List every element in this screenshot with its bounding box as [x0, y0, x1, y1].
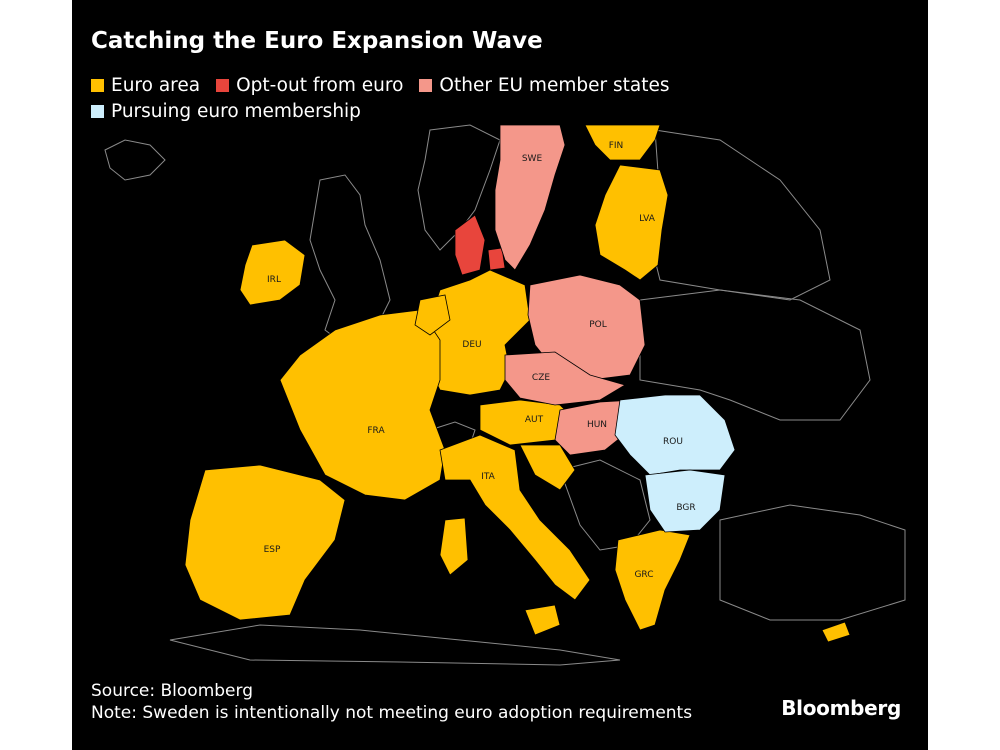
legend-label-opt-out: Opt-out from euro [236, 74, 404, 96]
source-text: Source: Bloomberg [91, 681, 253, 701]
country-ITA-sicily [524, 604, 561, 636]
legend-label-other-eu: Other EU member states [439, 74, 670, 96]
outline-north-africa [169, 624, 621, 666]
chart-panel: Catching the Euro Expansion Wave Euro ar… [72, 0, 928, 750]
legend-swatch-other-eu [419, 78, 433, 92]
label-POL: POL [589, 320, 607, 330]
chart-title: Catching the Euro Expansion Wave [91, 28, 543, 54]
label-HUN: HUN [587, 420, 607, 430]
outline-balkans [559, 459, 651, 551]
country-BGR [644, 469, 726, 533]
label-ESP: ESP [264, 545, 281, 555]
label-BGR: BGR [676, 503, 695, 513]
label-CZE: CZE [532, 373, 550, 383]
country-CZE-SVK [504, 351, 626, 406]
footer-notes: Source: Bloomberg Note: Sweden is intent… [91, 680, 692, 724]
label-LVA: LVA [639, 214, 656, 224]
country-FIN [584, 124, 661, 161]
legend-item-euro-area: Euro area [91, 75, 200, 96]
label-ROU: ROU [663, 437, 683, 447]
label-AUT: AUT [525, 415, 544, 425]
label-FRA: FRA [367, 426, 385, 436]
legend-item-pursuing: Pursuing euro membership [91, 101, 361, 122]
label-ITA: ITA [481, 472, 495, 482]
note-text: Note: Sweden is intentionally not meetin… [91, 703, 693, 723]
country-EST-LVA-LTU [594, 164, 669, 281]
legend: Euro area Opt-out from euro Other EU mem… [91, 72, 911, 124]
legend-item-other-eu: Other EU member states [419, 75, 669, 96]
outline-north-atlantic [104, 139, 166, 181]
label-FIN: FIN [609, 141, 624, 151]
legend-swatch-opt-out [216, 78, 230, 92]
country-HUN [554, 399, 636, 456]
country-DNK [454, 214, 486, 276]
label-SWE: SWE [522, 154, 543, 164]
legend-label-euro-area: Euro area [111, 74, 201, 96]
outline-russia-belarus [649, 129, 831, 301]
country-SWE [494, 124, 566, 271]
legend-swatch-pursuing [91, 104, 104, 118]
country-GRC [614, 529, 691, 631]
country-FRA [279, 309, 446, 501]
europe-map: FIN SWE LVA IRL DEU POL CZE FRA AUT HUN … [104, 124, 906, 666]
outline-ukraine [639, 289, 871, 421]
country-ITA [439, 434, 591, 601]
legend-label-pursuing: Pursuing euro membership [111, 100, 361, 122]
country-IRL [239, 239, 306, 306]
label-IRL: IRL [267, 275, 281, 285]
country-NLD-BEL-LUX [414, 294, 451, 336]
legend-swatch-euro-area [91, 78, 104, 92]
legend-item-opt-out: Opt-out from euro [216, 75, 403, 96]
bloomberg-logo: Bloomberg [781, 696, 901, 720]
label-GRC: GRC [634, 570, 653, 580]
country-ITA-sardinia [439, 517, 469, 576]
label-DEU: DEU [462, 340, 481, 350]
country-ESP-PRT [184, 464, 346, 621]
country-CYP [821, 621, 851, 643]
country-ROU [614, 394, 736, 476]
country-HRV-SVN [519, 444, 576, 491]
outline-turkey [719, 504, 906, 621]
country-DNK-islands [487, 247, 506, 271]
